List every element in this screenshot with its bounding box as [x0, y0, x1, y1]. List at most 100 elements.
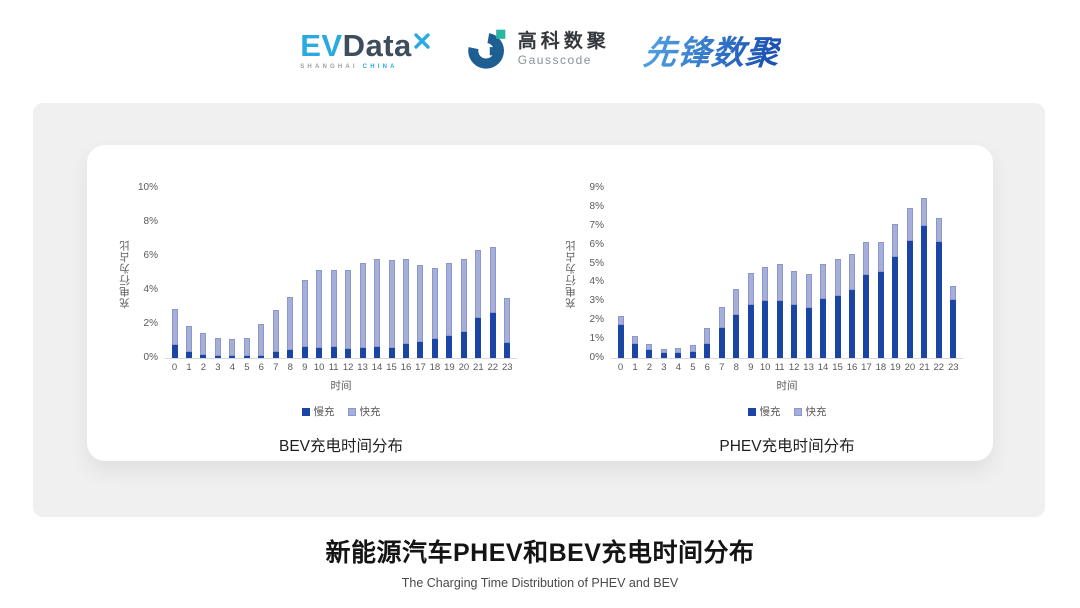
- bev-xtick-12: 12: [342, 362, 354, 373]
- bev-stacked-bar-15: [388, 260, 395, 358]
- bev-stacked-bar-20: [460, 258, 467, 358]
- bev-stacked-bar-11: [330, 269, 337, 358]
- phev-fast-segment-11: [776, 263, 783, 302]
- phev-bar-hour-8: 8: [730, 189, 743, 373]
- phev-bar-hour-15: 15: [831, 189, 844, 373]
- phev-xtick-5: 5: [690, 362, 696, 373]
- phev-bar-hour-10: 10: [759, 189, 772, 373]
- bev-bar-hour-5: 5: [240, 189, 253, 373]
- evdata-data-text: Data: [342, 28, 412, 63]
- bev-legend-label-0: 慢充: [313, 406, 335, 418]
- phev-bar-hour-2: 2: [643, 189, 656, 373]
- phev-xtick-12: 12: [788, 362, 800, 373]
- bev-xtick-22: 22: [487, 362, 499, 373]
- phev-stacked-bar-10: [762, 267, 769, 358]
- phev-bar-hour-9: 9: [744, 189, 757, 373]
- phev-chart-body: 充电行为占比 0% 1% 2% 3% 4% 5% 6% 7% 8% 9% 0 1 2 3 4 5 6 7 8 9 10…: [563, 182, 963, 373]
- phev-xtick-10: 10: [759, 362, 771, 373]
- bev-stacked-bar-6: [258, 324, 265, 358]
- phev-ytick-1: 1%: [589, 333, 604, 345]
- phev-xtick-15: 15: [832, 362, 843, 373]
- bev-fast-segment-9: [301, 279, 308, 347]
- bev-xtick-2: 2: [200, 362, 207, 373]
- bev-bar-hour-11: 11: [327, 189, 340, 373]
- bev-fast-segment-14: [374, 259, 381, 347]
- phev-fast-segment-15: [834, 258, 841, 296]
- phev-stacked-bar-22: [935, 218, 942, 358]
- phev-slow-segment-6: [704, 343, 711, 358]
- bev-bar-hour-9: 9: [298, 189, 311, 373]
- phev-xtick-7: 7: [719, 362, 725, 373]
- bev-legend-label-1: 快充: [359, 406, 381, 418]
- bev-slow-segment-10: [316, 347, 323, 358]
- phev-slow-segment-21: [921, 225, 928, 358]
- phev-slow-segment-8: [733, 314, 740, 358]
- bev-bar-hour-2: 2: [197, 189, 210, 373]
- phev-xtick-3: 3: [661, 362, 667, 373]
- bev-fast-segment-7: [272, 310, 279, 353]
- bev-xtick-21: 21: [473, 362, 484, 373]
- phev-fast-segment-3: [660, 348, 667, 354]
- bev-fast-segment-21: [475, 250, 482, 318]
- phev-ytick-9: 9%: [589, 182, 604, 193]
- phev-ytick-7: 7%: [589, 219, 604, 231]
- bev-bar-hour-21: 21: [472, 189, 485, 373]
- evdata-wordmark: EV Data: [300, 30, 431, 61]
- bev-slow-segment-7: [272, 352, 279, 358]
- phev-x-axis-title: 时间: [776, 380, 798, 392]
- fast-charge-swatch-icon: [347, 407, 356, 416]
- bev-fast-segment-12: [345, 269, 352, 349]
- bev-slow-segment-17: [417, 341, 424, 358]
- bev-bar-hour-17: 17: [414, 189, 427, 373]
- bev-ytick-10: 10%: [137, 182, 158, 193]
- phev-stacked-bar-6: [704, 327, 711, 358]
- bev-stacked-bar-2: [200, 332, 207, 358]
- figure-title: 新能源汽车PHEV和BEV充电时间分布: [325, 539, 755, 567]
- phev-xtick-19: 19: [890, 362, 901, 373]
- phev-stacked-bar-2: [646, 343, 653, 358]
- bev-slow-segment-0: [171, 345, 178, 358]
- bev-xtick-9: 9: [302, 362, 308, 373]
- phev-slow-segment-1: [631, 343, 638, 358]
- phev-fast-segment-10: [762, 267, 769, 302]
- phev-stacked-bar-11: [776, 263, 783, 358]
- bev-stacked-bar-19: [446, 262, 453, 358]
- bev-chart: 充电行为占比 0% 2% 4% 6% 8% 10% 0 1 2 3 4 5 6 7 8 9 10 11 12 13 1…: [117, 182, 517, 461]
- bev-bar-hour-22: 22: [486, 189, 499, 373]
- bev-bar-hour-10: 10: [313, 189, 326, 373]
- phev-stacked-bar-7: [718, 307, 725, 358]
- phev-ytick-0: 0%: [589, 352, 604, 363]
- phev-fast-segment-17: [863, 241, 870, 275]
- bev-stacked-bar-8: [287, 296, 294, 358]
- phev-slow-segment-17: [863, 274, 870, 358]
- slow-charge-swatch-icon: [301, 407, 310, 416]
- phev-bar-hour-16: 16: [846, 189, 859, 373]
- bev-xtick-14: 14: [371, 362, 383, 373]
- phev-bar-hour-23: 23: [947, 189, 960, 373]
- phev-bar-hour-12: 12: [788, 189, 801, 373]
- bev-bar-hour-14: 14: [371, 189, 384, 373]
- bev-stacked-bar-18: [431, 267, 438, 358]
- phev-slow-segment-4: [675, 353, 682, 358]
- bev-bar-hour-8: 8: [284, 189, 297, 373]
- phev-fast-segment-23: [950, 286, 957, 301]
- bev-xtick-7: 7: [273, 362, 279, 373]
- phev-fast-segment-12: [791, 271, 798, 306]
- bev-y-axis-title-col: 充电行为占比: [117, 189, 133, 359]
- phev-xtick-4: 4: [675, 362, 682, 373]
- phev-slow-segment-14: [820, 299, 827, 358]
- bev-fast-segment-16: [403, 259, 409, 345]
- bev-stacked-bar-23: [504, 297, 511, 358]
- bev-slow-segment-21: [475, 318, 482, 358]
- bev-slow-segment-23: [504, 342, 511, 358]
- phev-ytick-5: 5%: [589, 257, 604, 269]
- bev-legend-fast: 快充: [347, 404, 381, 419]
- phev-ytick-2: 2%: [589, 314, 604, 326]
- phev-stacked-bar-8: [733, 289, 740, 358]
- bev-legend-slow: 慢充: [301, 404, 335, 419]
- phev-bar-hour-19: 19: [889, 189, 902, 373]
- bev-bar-hour-3: 3: [211, 189, 224, 373]
- phev-bar-hour-11: 11: [773, 189, 786, 373]
- bev-fast-segment-8: [287, 296, 294, 350]
- bev-bar-hour-6: 6: [255, 189, 268, 373]
